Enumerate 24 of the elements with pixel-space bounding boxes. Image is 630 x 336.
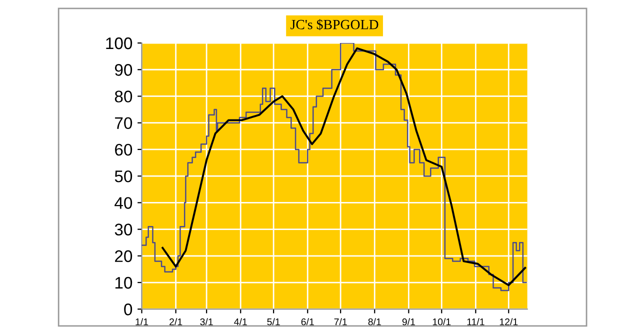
y-tick-label: 70: [115, 117, 132, 130]
y-tick-label: 100: [106, 37, 132, 50]
x-tick-label: 11/1: [467, 318, 484, 326]
x-tick-label: 1/1: [136, 318, 148, 326]
x-tick-label: 12/1: [500, 318, 518, 326]
y-tick-label: 60: [115, 144, 132, 156]
x-tick-label: 3/1: [200, 318, 213, 326]
x-tick-label: 10/1: [432, 318, 451, 326]
x-tick-label: 9/1: [402, 318, 415, 326]
x-tick-label: 7/1: [334, 318, 347, 326]
y-tick-label: 0: [124, 304, 132, 316]
y-tick-label: 50: [114, 170, 132, 182]
chart-title: JC's $BPGOLD: [290, 19, 378, 30]
y-tick-label: 10: [115, 276, 132, 289]
x-tick-label: 2/1: [170, 318, 182, 326]
y-tick-label: 30: [114, 224, 132, 236]
x-tick-label: 6/1: [301, 318, 314, 326]
x-tick-label: 4/1: [234, 318, 247, 326]
x-tick-label: 8/1: [368, 318, 381, 326]
y-tick-label: 90: [114, 64, 132, 76]
y-tick-label: 80: [114, 90, 132, 102]
y-tick-label: 20: [115, 250, 132, 262]
x-tick-label: 5/1: [267, 318, 280, 326]
y-tick-label: 40: [114, 197, 132, 209]
